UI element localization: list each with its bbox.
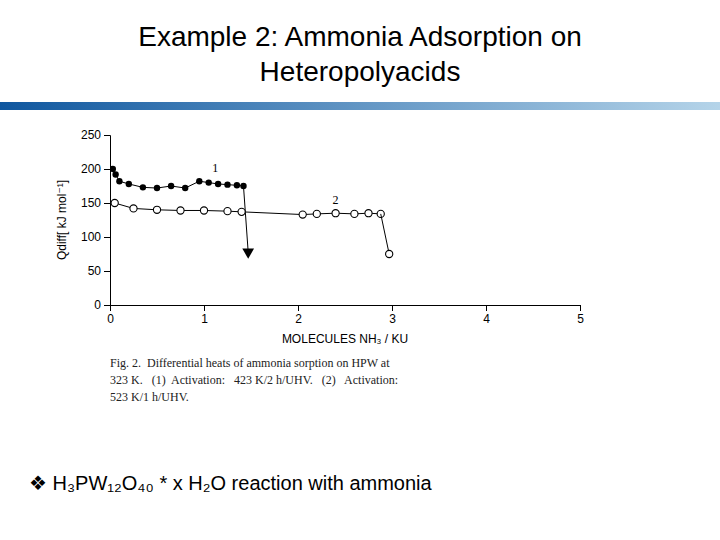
tick: 0 [107, 305, 114, 326]
x-axis-title: MOLECULES NH₃ / KU [282, 332, 408, 346]
series-line [381, 214, 389, 254]
annotation: 1 [212, 161, 218, 175]
point [365, 210, 372, 217]
point [224, 181, 230, 187]
point [168, 183, 174, 189]
point [130, 205, 137, 212]
tick: 1 [201, 305, 208, 326]
point [215, 181, 221, 187]
point [234, 182, 240, 188]
axis-line [104, 136, 111, 306]
annotations: 12 [212, 161, 338, 208]
series-line [115, 203, 381, 215]
series-line [243, 186, 248, 252]
tick-mark [104, 271, 110, 272]
caption-line: 523 K/1 h/UHV. [110, 390, 189, 404]
footer: ❖ H₃PW₁₂O₄₀ * x H₂O reaction with ammoni… [29, 472, 433, 494]
point [112, 171, 118, 177]
point [242, 249, 254, 259]
series [110, 166, 247, 191]
point [351, 210, 358, 217]
point [200, 207, 207, 214]
title-line: Heteropolyacids [260, 56, 461, 87]
tick-label: 50 [88, 264, 102, 278]
plot-area: 01234505010015020025012 [81, 128, 584, 325]
tick: 0 [94, 298, 110, 312]
tick-label: 1 [201, 312, 208, 326]
tick-label: 250 [81, 128, 101, 142]
point [177, 207, 184, 214]
tick-label: 0 [107, 312, 114, 326]
point [224, 208, 231, 215]
tick-mark [392, 305, 393, 311]
caption: Fig. 2. Differential heats of ammonia so… [110, 356, 398, 404]
tick: 2 [295, 305, 302, 326]
axis-line [111, 306, 581, 312]
tick-label: 3 [389, 312, 396, 326]
point [140, 184, 146, 190]
point [386, 250, 393, 257]
x-axis: 0 1 2 3 4 5 [107, 305, 584, 326]
series [243, 186, 248, 252]
title: Example 2: Ammonia Adsorption on Heteropo… [138, 21, 582, 87]
tick-mark [298, 305, 299, 311]
y-axis-title: Qdiff[ kJ mol⁻¹] [55, 180, 69, 260]
tick: 100 [81, 230, 110, 244]
tick-label: 100 [81, 230, 101, 244]
series [381, 214, 389, 254]
tick: 4 [483, 305, 490, 326]
tick-label: 4 [483, 312, 490, 326]
annotation: 2 [333, 193, 339, 207]
point [332, 210, 339, 217]
point [238, 208, 245, 215]
series-line [113, 169, 244, 188]
y-axis: 0 50 100 150 200 250 [81, 128, 111, 312]
tick-label: 5 [577, 312, 584, 326]
point [111, 199, 118, 206]
tick: 5 [577, 305, 584, 326]
caption-line: 323 K. (1) Activation: 423 K/2 h/UHV. (2… [110, 373, 398, 387]
tick-mark [580, 305, 581, 311]
tick-mark [204, 305, 205, 311]
tick: 3 [389, 305, 396, 326]
point [313, 210, 320, 217]
tick-mark [104, 203, 110, 204]
point [126, 181, 132, 187]
title-rule [0, 102, 720, 110]
point [116, 178, 122, 184]
point [182, 185, 188, 191]
marks [110, 166, 393, 259]
tick: 50 [88, 264, 110, 278]
series [242, 249, 254, 259]
title-line: Example 2: Ammonia Adsorption on [138, 21, 582, 52]
tick-label: 150 [81, 196, 101, 210]
tick-mark [486, 305, 487, 311]
series [386, 250, 393, 257]
caption-line: Fig. 2. Differential heats of ammonia so… [110, 356, 390, 370]
point [110, 166, 116, 172]
tick-mark [104, 169, 110, 170]
point [299, 211, 306, 218]
point [153, 206, 160, 213]
tick-mark [104, 305, 110, 306]
tick-label: 2 [295, 312, 302, 326]
point [206, 179, 212, 185]
tick-label: 200 [81, 162, 101, 176]
point [154, 185, 160, 191]
tick-mark [104, 237, 110, 238]
tick-mark [104, 135, 110, 136]
tick-label: 0 [94, 298, 101, 312]
chart: Example 2: Ammonia Adsorption on Heteropo… [0, 0, 720, 540]
tick: 150 [81, 196, 110, 210]
series [111, 199, 384, 218]
tick: 200 [81, 162, 110, 176]
tick: 250 [81, 128, 110, 142]
point [196, 178, 202, 184]
